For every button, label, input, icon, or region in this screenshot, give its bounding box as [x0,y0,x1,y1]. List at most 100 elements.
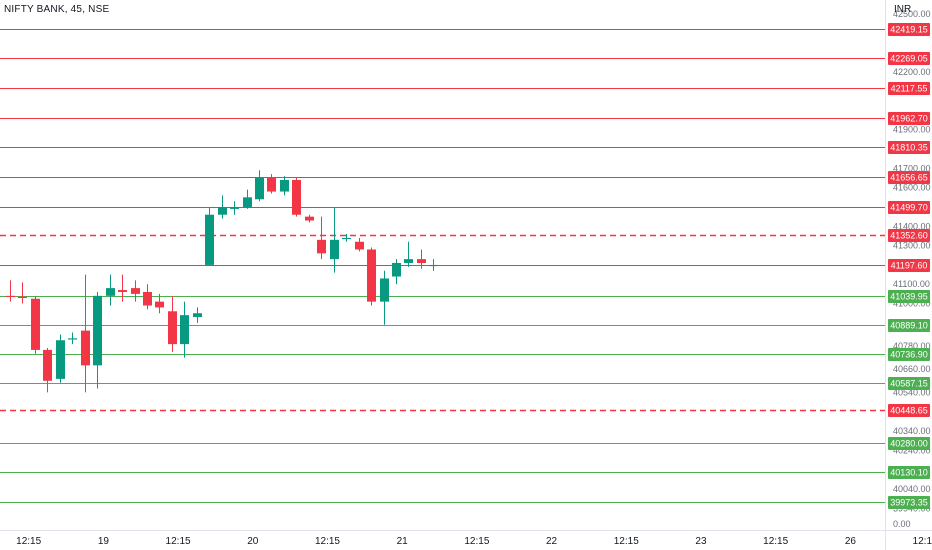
time-tick-label: 12:15 [614,536,639,547]
candle[interactable] [218,195,227,219]
level-label-bg [888,496,930,509]
candle[interactable] [106,274,115,306]
price-tick-label: 40240.00 [893,445,931,455]
candle[interactable] [317,216,326,260]
candle-body [342,237,351,240]
level-label-bg [888,112,930,125]
price-tick-label: 41400.00 [893,221,931,231]
level-price-label: 41197.60 [891,261,928,271]
time-tick-label: 12:15 [315,536,340,547]
level-label-bg [888,319,930,332]
candle-body [6,295,15,298]
candle-body [118,290,127,292]
candle-body [355,241,364,250]
candle[interactable] [380,270,389,325]
price-tick-label: 41900.00 [893,125,931,135]
level-label-bg [888,82,930,95]
candle-body [330,239,339,260]
candle[interactable] [131,280,140,302]
time-tick-label: 12:15 [464,536,489,547]
candle[interactable] [280,176,289,196]
candle-body [305,216,314,221]
candle-body [93,295,102,366]
candle-body [205,214,214,265]
candle[interactable] [81,274,90,393]
time-tick-label: 22 [546,536,558,547]
candle[interactable] [255,170,264,202]
level-label-bg [888,466,930,479]
candle[interactable] [6,280,15,302]
candle[interactable] [205,206,214,265]
candle[interactable] [180,301,189,358]
candle-body [280,179,289,192]
candle-body [255,178,264,200]
candle[interactable] [429,259,438,271]
candle[interactable] [68,332,77,345]
candle-body [417,259,426,263]
level-price-label: 40587.15 [890,379,928,389]
candle[interactable] [31,295,40,354]
candle[interactable] [18,282,27,304]
level-price-label: 40280.00 [890,439,928,449]
level-label-bg [888,141,930,154]
candle[interactable] [417,249,426,269]
candle-body [429,264,438,267]
level-price-label: 42269.05 [890,54,928,64]
level-price-label: 40736.90 [890,350,928,360]
candle[interactable] [43,347,52,393]
candle-body [404,259,413,263]
candle-body [292,179,301,215]
candle[interactable] [367,247,376,306]
candle[interactable] [168,295,177,352]
level-price-label: 40130.10 [890,468,928,478]
candle[interactable] [93,291,102,389]
candle-body [155,301,164,308]
price-tick-label: 40660.00 [893,364,931,374]
level-label-bg [888,290,930,303]
level-label-bg [888,348,930,361]
candle-body [81,330,90,366]
level-label-bg [888,52,930,65]
level-label-bg [888,171,930,184]
time-tick-label: 23 [695,536,707,547]
candle-body [56,340,65,379]
level-label-bg [888,23,930,36]
level-label-bg [888,259,930,272]
candle-body [218,206,227,215]
price-tick-label: 40540.00 [893,387,931,397]
candle[interactable] [243,189,252,209]
time-tick-label: 12:15 [166,536,191,547]
candle-body [367,249,376,302]
candle[interactable] [355,237,364,252]
price-tick-label: 41600.00 [893,183,931,193]
candle[interactable] [193,307,202,323]
time-tick-label: 21 [397,536,409,547]
level-label-bg [888,437,930,450]
candle[interactable] [155,293,164,314]
candle[interactable] [143,284,152,310]
candle[interactable] [342,234,351,242]
candle[interactable] [392,259,401,285]
currency-label: INR [894,4,912,15]
candle[interactable] [292,178,301,217]
candle-body [193,313,202,318]
candles [6,170,438,393]
level-price-label: 40448.65 [890,406,928,416]
level-label-bg [888,201,930,214]
price-tick-label: 42500.00 [893,9,931,19]
candle[interactable] [267,174,276,194]
price-tick-label: 40780.00 [893,341,931,351]
candle[interactable] [404,241,413,267]
level-price-label: 41656.65 [890,173,928,183]
candle[interactable] [118,274,127,302]
candle-body [131,288,140,294]
candle[interactable] [330,206,339,273]
candle[interactable] [305,214,314,223]
candle[interactable] [56,334,65,383]
candle[interactable] [230,201,239,215]
time-axis[interactable]: 12:15 19 12:15 20 12:15 21 12:15 22 12:15 23 12:15… [16,536,932,547]
candle-body [106,288,115,296]
price-zero-label: 0.00 [893,519,911,529]
